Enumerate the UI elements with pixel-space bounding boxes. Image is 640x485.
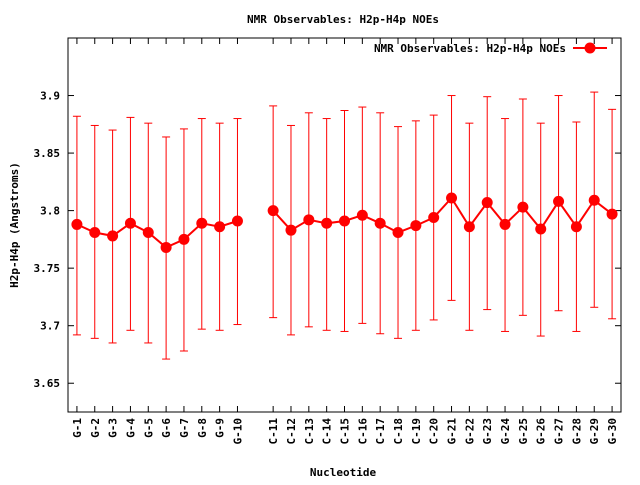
data-point [463,221,475,233]
y-axis: 3.65 3.7 3.75 3.8 3.85 3.9 [34,90,621,390]
x-tick-label: C-20 [428,418,441,445]
x-tick-label: G-10 [231,418,244,445]
data-point [535,223,547,235]
data-point [606,208,618,220]
x-tick-label: C-17 [374,418,387,445]
y-tick-label: 3.9 [40,90,60,103]
data-point [517,201,529,213]
data-point [499,218,511,230]
y-tick-label: 3.75 [34,262,61,275]
x-tick-label: G-3 [107,418,120,438]
data-point [231,215,243,227]
data-point [196,217,208,229]
x-tick-label: G-23 [481,418,494,445]
x-tick-label: G-25 [517,418,530,445]
data-point [142,226,154,238]
x-tick-label: G-5 [142,418,155,438]
y-tick-label: 3.7 [40,320,60,333]
data-point [303,214,315,226]
data-point [214,221,226,233]
x-tick-label: G-30 [606,418,619,445]
data-point [570,221,582,233]
data-point [356,209,368,221]
data-point [71,218,83,230]
data-point [124,217,136,229]
y-axis-label: H2p-H4p (Angstroms) [8,162,21,288]
data-point [588,194,600,206]
data-point [553,195,565,207]
chart-title: NMR Observables: H2p-H4p NOEs [247,13,439,26]
data-point [392,226,404,238]
data-point [446,192,458,204]
x-tick-label: G-22 [463,418,476,445]
x-tick-label: G-2 [89,418,102,438]
x-tick-label: G-28 [570,418,583,445]
x-axis: G-1 G-2 G-3 G-4 G-5 G-6 G-7 G-8 G-9 G-10 C-11 C-12 C… [71,38,619,445]
x-tick-label: C-19 [410,418,423,445]
data-point [374,217,386,229]
legend: NMR Observables: H2p-H4p NOEs [374,42,607,55]
x-tick-label: G-4 [124,418,137,438]
x-tick-label: G-9 [214,418,227,438]
data-point [410,220,422,232]
data-point [107,230,119,242]
x-tick-label: G-7 [178,418,191,438]
data-point [267,205,279,217]
x-axis-label: Nucleotide [310,466,377,479]
x-tick-label: G-6 [160,418,173,438]
series-line [76,220,238,249]
series-layer [71,91,618,360]
x-tick-label: C-15 [339,418,352,445]
data-point [89,226,101,238]
data-point [339,215,350,227]
x-tick-label: G-27 [553,418,566,445]
y-tick-label: 3.85 [34,147,61,160]
x-tick-label: C-18 [392,418,405,445]
x-tick-label: G-8 [196,418,209,438]
x-tick-label: C-14 [321,418,334,445]
y-tick-label: 3.8 [40,205,60,218]
x-tick-label: G-26 [535,418,548,445]
x-tick-label: G-21 [446,418,459,445]
legend-marker-sample [584,42,596,54]
x-tick-label: C-16 [356,418,369,445]
legend-label: NMR Observables: H2p-H4p NOEs [374,42,566,55]
x-tick-label: G-24 [499,418,512,445]
x-tick-label: G-29 [588,418,601,445]
x-tick-label: C-11 [267,418,280,445]
data-point [285,224,297,236]
x-tick-label: G-1 [71,418,84,438]
y-tick-label: 3.65 [34,377,61,390]
x-tick-label: C-13 [303,418,316,445]
data-point [178,233,190,245]
data-point [321,217,333,229]
x-tick-label: C-12 [285,418,298,445]
data-point [481,197,493,209]
data-point [428,212,440,224]
data-point [160,241,172,253]
